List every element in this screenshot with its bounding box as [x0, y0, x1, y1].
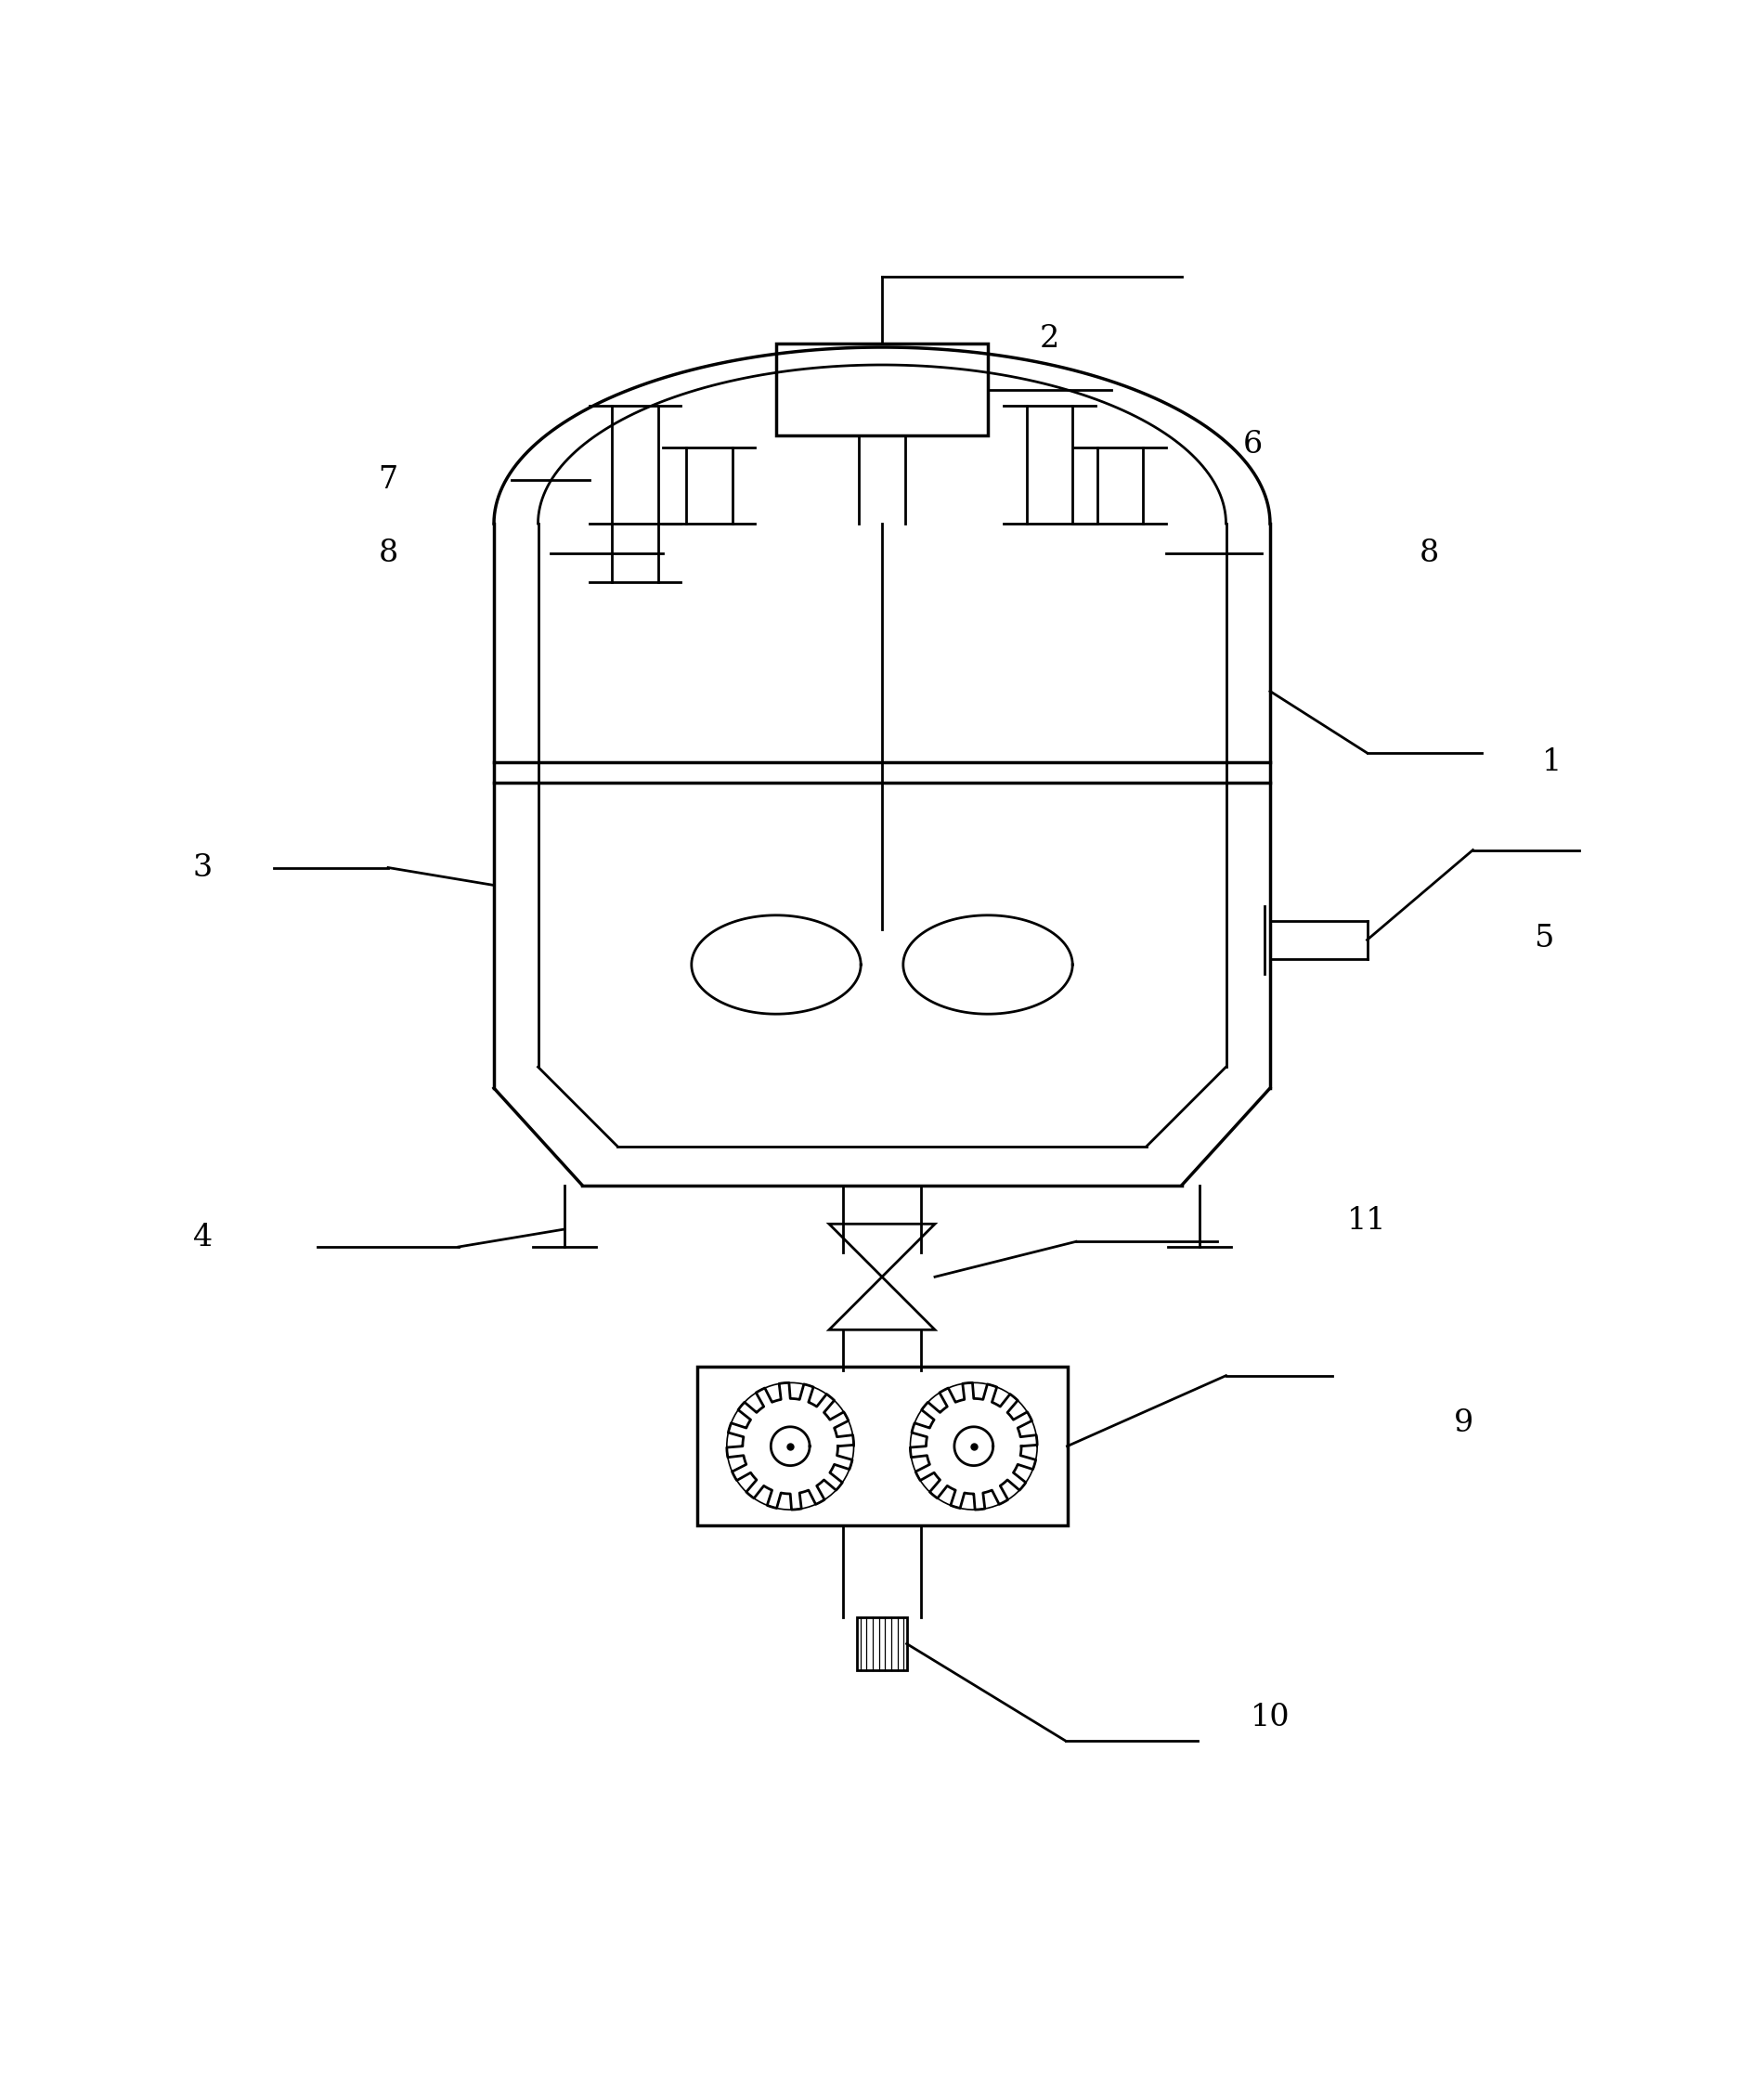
Polygon shape [829, 1224, 935, 1278]
Text: 3: 3 [192, 852, 213, 883]
Text: 10: 10 [1251, 1704, 1289, 1733]
Text: 8: 8 [1418, 539, 1439, 568]
Text: 1: 1 [1542, 748, 1563, 777]
Text: 7: 7 [377, 466, 399, 495]
Bar [776, 345, 988, 436]
Text: 2: 2 [1039, 324, 1060, 353]
Bar [857, 1618, 907, 1670]
Text: 8: 8 [377, 539, 399, 568]
Text: 6: 6 [1242, 430, 1263, 459]
Text: 11: 11 [1348, 1205, 1387, 1236]
Text: 4: 4 [192, 1224, 213, 1253]
Bar [697, 1368, 1067, 1526]
Text: 9: 9 [1454, 1409, 1475, 1439]
Polygon shape [829, 1278, 935, 1330]
Text: 5: 5 [1533, 923, 1554, 952]
